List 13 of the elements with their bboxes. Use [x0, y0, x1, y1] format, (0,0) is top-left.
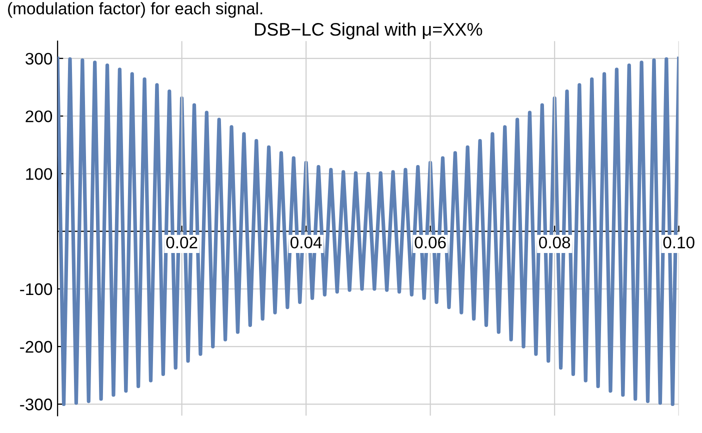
- y-tick-label: 100: [26, 168, 52, 180]
- x-tick-label: 0.04: [290, 236, 322, 248]
- y-tick-label: 300: [26, 52, 52, 65]
- x-tick-label: 0.06: [414, 236, 446, 248]
- x-tick-label: 0.08: [539, 236, 570, 248]
- x-tick-label: 0.02: [166, 236, 198, 248]
- text: (modulation factor) for each signal.: [8, 2, 262, 18]
- x-tick-label: 0.10: [663, 236, 694, 248]
- chart-title: DSB−LC Signal with μ=XX%: [255, 22, 482, 40]
- y-tick-label: -200: [20, 340, 52, 353]
- y-tick-label: -100: [20, 283, 52, 296]
- y-tick-label: 200: [26, 110, 52, 122]
- y-tick-label: -300: [20, 398, 52, 410]
